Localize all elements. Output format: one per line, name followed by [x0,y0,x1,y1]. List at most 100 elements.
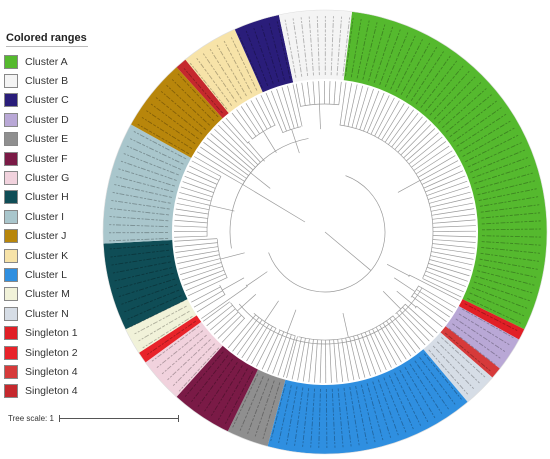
tree-branch [219,285,226,296]
leaf-label-mark [345,17,354,77]
legend-item: Singleton 4 [4,382,88,401]
tree-branch [283,333,288,343]
leaf-label-mark [120,160,177,181]
tree-branch [359,88,374,129]
ring-sector [138,315,202,363]
tree-branch [200,146,246,178]
tree-branch [240,106,252,122]
legend-item: Cluster N [4,304,88,323]
tree-branch [274,113,284,133]
tree-branch [214,128,244,157]
legend-swatch [4,306,18,321]
tree-branch [202,203,211,206]
tree-branch [263,113,272,128]
legend-label: Cluster I [25,210,65,223]
tree-branch [432,191,471,203]
legend-swatch [4,209,18,224]
tree-branch [369,90,380,114]
legend-label: Cluster A [25,55,68,68]
tree-branch [191,160,216,174]
leaf-label-mark [399,369,429,423]
tree-branch [262,121,268,130]
ring-sector [440,326,500,378]
leaf-label-mark [356,20,370,79]
tree-branch [374,130,378,137]
legend-item: Cluster A [4,52,88,71]
leaf-label-mark [245,30,269,86]
tree-branch [218,286,221,289]
tree-branch [313,94,316,105]
tree-branch [352,350,360,380]
leaf-label-mark [109,243,169,250]
leaf-label-mark [134,305,187,335]
tree-branch [276,331,285,350]
tree-branch [399,120,428,150]
leaf-label-mark [331,388,336,448]
tree-branch [426,266,440,272]
tree-branch [227,326,247,349]
tree-branch [263,326,273,342]
tree-branch [209,205,235,212]
tree-branch [218,124,250,157]
leaf-label-mark [464,303,518,331]
tree-branch [230,305,233,308]
tree-branch [348,84,358,122]
tree-branch [256,330,276,367]
tree-branch [372,328,381,344]
tree-branch [199,197,212,202]
tree-branch [213,294,226,303]
tree-branch [241,326,263,359]
tree-branch [204,183,216,189]
leaf-label-mark [467,297,521,324]
tree-branch [405,304,413,311]
tree-branch [263,131,277,153]
tree-branch [242,184,306,223]
tree-branch [176,203,197,208]
legend-swatch [4,190,18,205]
leaf-label-mark [302,388,310,447]
leaf-label-mark [458,313,510,346]
tree-branch [230,314,242,326]
tree-branch [286,348,295,379]
tree-branch [250,100,264,123]
tree-branch [375,326,380,333]
tree-branch [287,85,295,113]
leaf-label-mark [166,84,211,126]
leaf-label-mark [217,368,248,421]
leaf-label-mark [404,366,436,419]
tree-branch [428,263,434,266]
leaf-label-mark [204,362,238,412]
legend-label: Cluster M [25,288,70,301]
leaf-label-mark [171,79,215,122]
tree-branch [403,150,412,159]
tree-branch [295,83,300,101]
tree-branch [175,246,216,253]
leaf-label-mark [432,345,475,389]
leaf-label-mark [362,22,378,80]
leaf-label-mark [308,16,314,76]
tree-branch [235,311,239,315]
legend-swatch [4,248,18,263]
tree-branch [256,317,260,321]
legend-item: Cluster K [4,246,88,265]
tree-branch [400,146,410,156]
tree-branch [436,225,476,228]
tree-branch [180,264,215,275]
leaf-label-mark [160,90,207,131]
tree-branch [242,179,245,182]
tree-branch [324,231,372,271]
tree-branch [349,337,354,351]
tree-branch [371,92,385,122]
tree-branch [215,173,222,177]
tree-branch [410,285,420,298]
legend-swatch [4,93,18,108]
tree-branch [339,81,342,98]
colored-range-ring [102,9,548,455]
leaf-label-mark [395,39,423,93]
leaf-label-mark [444,332,491,372]
tree-branch [286,309,297,334]
ring-sector [185,29,263,114]
leaf-label-mark [462,127,515,157]
tree-branch [229,138,309,249]
leaf-label-mark [116,176,174,193]
